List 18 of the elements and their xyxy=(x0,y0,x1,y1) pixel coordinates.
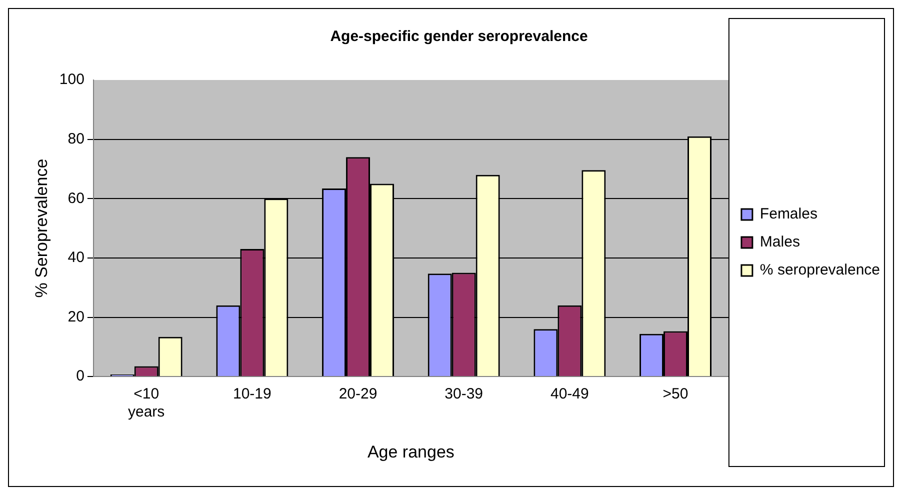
chart-title: Age-specific gender seroprevalence xyxy=(330,28,588,46)
legend-label: Females xyxy=(760,206,818,223)
y-axis-title: % Seroprevalence xyxy=(32,158,51,298)
y-tick-label: 0 xyxy=(76,368,84,385)
y-tick-label: 40 xyxy=(68,249,84,266)
x-tick-label: 10-19 xyxy=(232,386,272,403)
y-tick-label: 60 xyxy=(68,190,84,207)
x-axis-title: Age ranges xyxy=(367,442,454,462)
legend-label: Males xyxy=(760,234,800,251)
y-tick-label: 80 xyxy=(68,130,84,148)
y-tick-label: 20 xyxy=(68,308,84,326)
x-tick-label: >50 xyxy=(662,386,688,403)
x-tick-label: 20-29 xyxy=(338,386,378,403)
x-tick-label: 30-39 xyxy=(444,386,484,403)
x-tick-label: 40-49 xyxy=(550,386,589,403)
x-tick-label: <10 years xyxy=(128,386,165,421)
y-tick-label: 100 xyxy=(59,71,84,88)
legend-label: % seroprevalence xyxy=(760,262,880,279)
